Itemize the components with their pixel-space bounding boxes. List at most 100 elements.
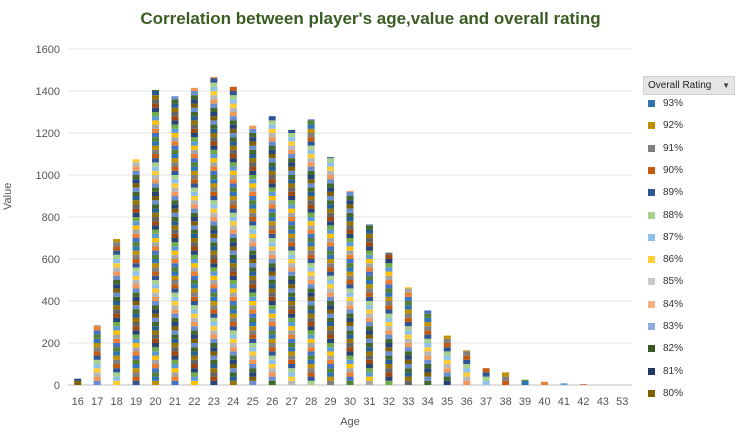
bar-segment bbox=[113, 359, 121, 364]
bar-segment bbox=[171, 137, 179, 142]
bar-segment bbox=[210, 91, 218, 96]
bar-segment bbox=[365, 334, 373, 339]
bar-segment bbox=[171, 99, 179, 104]
legend-item[interactable]: 92% bbox=[648, 120, 683, 131]
bar-segment bbox=[268, 225, 276, 230]
bar-segment bbox=[171, 217, 179, 222]
bar-segment bbox=[171, 275, 179, 280]
bar-segment bbox=[385, 254, 393, 259]
bar-segment bbox=[171, 301, 179, 306]
bar-segment bbox=[307, 179, 315, 184]
bar-segment bbox=[307, 326, 315, 331]
legend-item[interactable]: 89% bbox=[648, 187, 683, 198]
bar-segment bbox=[346, 364, 354, 369]
bar-segment bbox=[93, 372, 101, 377]
legend-item[interactable]: 88% bbox=[648, 210, 683, 221]
bar-segment bbox=[385, 309, 393, 314]
bar-segment bbox=[307, 187, 315, 192]
bar-segment bbox=[132, 296, 140, 301]
bar-segment bbox=[443, 364, 451, 369]
bar-segment bbox=[288, 179, 296, 184]
legend-item[interactable]: 93% bbox=[648, 98, 683, 109]
bar-segment bbox=[404, 347, 412, 352]
bar-segment bbox=[152, 263, 160, 268]
bar-segment bbox=[190, 208, 198, 213]
legend-item[interactable]: 81% bbox=[648, 366, 683, 377]
y-tick-label: 800 bbox=[42, 212, 60, 224]
bar-segment bbox=[113, 343, 121, 348]
bar-segment bbox=[210, 183, 218, 188]
bar-segment bbox=[327, 212, 335, 217]
bar-segment bbox=[171, 380, 179, 385]
bar-segment bbox=[249, 254, 257, 259]
bar-segment bbox=[288, 355, 296, 360]
bar-segment bbox=[385, 380, 393, 385]
bar-segment bbox=[268, 296, 276, 301]
bar-segment bbox=[443, 355, 451, 360]
bar-segment bbox=[424, 343, 432, 348]
bar-segment bbox=[190, 380, 198, 385]
bar-segment bbox=[346, 355, 354, 360]
bar-segment bbox=[152, 95, 160, 100]
bar-segment bbox=[365, 376, 373, 381]
bar-segment bbox=[327, 157, 335, 159]
bar-segment bbox=[210, 296, 218, 301]
bar-segment bbox=[346, 338, 354, 343]
bar-age-24 bbox=[229, 86, 237, 385]
bar-segment bbox=[268, 364, 276, 369]
bar-segment bbox=[171, 288, 179, 293]
bar-segment bbox=[171, 271, 179, 276]
bar-segment bbox=[249, 280, 257, 285]
bar-segment bbox=[152, 124, 160, 129]
bar-segment bbox=[346, 280, 354, 285]
bar-segment bbox=[113, 280, 121, 285]
bar-segment bbox=[404, 322, 412, 327]
bar-segment bbox=[268, 309, 276, 314]
legend-item[interactable]: 85% bbox=[648, 276, 683, 287]
bar-segment bbox=[327, 183, 335, 188]
bar-segment bbox=[346, 351, 354, 356]
bar-segment bbox=[152, 229, 160, 234]
legend-item[interactable]: 82% bbox=[648, 343, 683, 354]
bar-segment bbox=[210, 133, 218, 138]
bar-segment bbox=[307, 364, 315, 369]
bar-segment bbox=[210, 246, 218, 251]
legend-item[interactable]: 84% bbox=[648, 299, 683, 310]
bar-segment bbox=[171, 359, 179, 364]
bar-segment bbox=[365, 296, 373, 301]
bar-age-42 bbox=[579, 384, 587, 385]
legend-filter-button[interactable]: Overall Rating ▼ bbox=[643, 76, 735, 95]
x-tick-label: 22 bbox=[188, 396, 200, 408]
legend-swatch bbox=[648, 100, 655, 107]
bar-segment bbox=[210, 95, 218, 100]
bar-segment bbox=[152, 259, 160, 264]
bar-segment bbox=[132, 380, 140, 385]
bar-segment bbox=[249, 263, 257, 268]
bar-segment bbox=[268, 124, 276, 129]
legend-item[interactable]: 91% bbox=[648, 143, 683, 154]
bar-age-18 bbox=[113, 239, 121, 385]
legend-swatch bbox=[648, 233, 655, 241]
bar-segment bbox=[152, 368, 160, 373]
legend-item[interactable]: 90% bbox=[648, 165, 683, 176]
legend-item[interactable]: 87% bbox=[648, 232, 683, 243]
bar-segment bbox=[229, 86, 237, 91]
bar-segment bbox=[288, 351, 296, 356]
bar-segment bbox=[132, 326, 140, 331]
x-tick-label: 20 bbox=[149, 396, 161, 408]
legend-item[interactable]: 86% bbox=[648, 254, 683, 265]
bar-segment bbox=[152, 359, 160, 364]
bar-segment bbox=[132, 267, 140, 272]
bar-segment bbox=[229, 112, 237, 117]
bar-segment bbox=[113, 242, 121, 247]
bar-segment bbox=[365, 259, 373, 264]
bar-segment bbox=[502, 376, 510, 381]
bar-segment bbox=[229, 175, 237, 180]
legend-item[interactable]: 83% bbox=[648, 321, 683, 332]
bar-segment bbox=[229, 284, 237, 289]
bar-segment bbox=[268, 376, 276, 381]
legend-item[interactable]: 80% bbox=[648, 388, 683, 399]
bar-segment bbox=[210, 343, 218, 348]
bar-segment bbox=[229, 301, 237, 306]
bar-segment bbox=[171, 355, 179, 360]
